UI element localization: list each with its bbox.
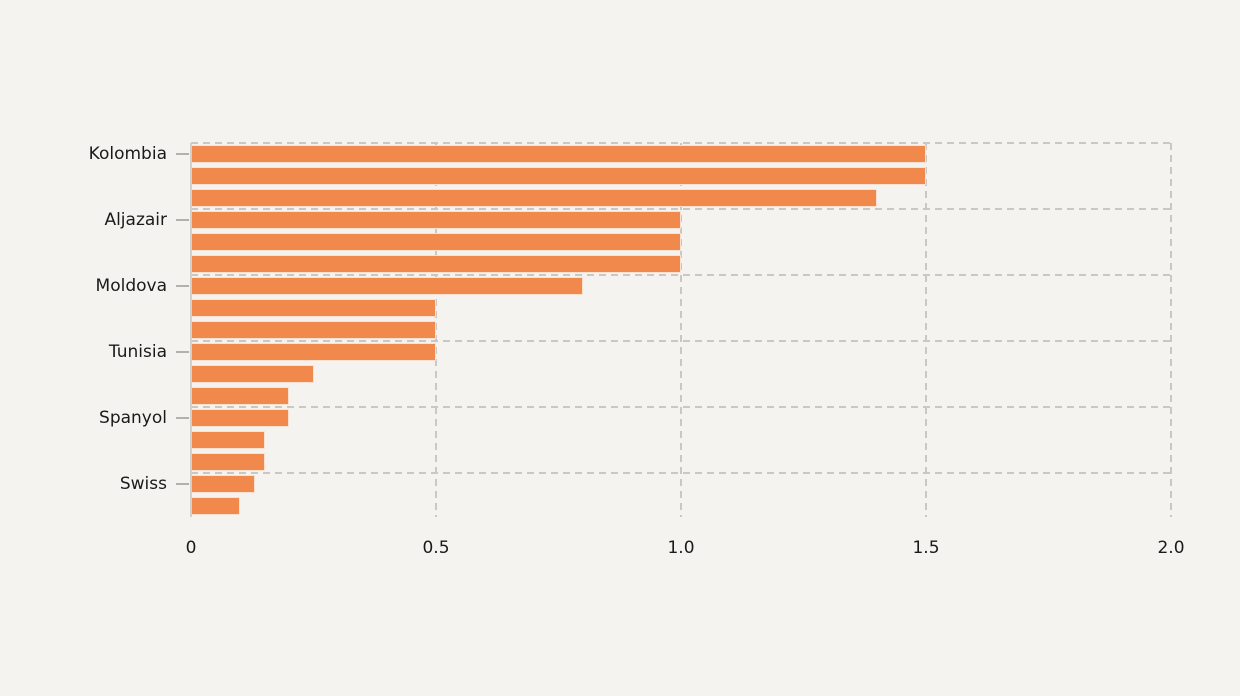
x-tick-label: 0.5 bbox=[422, 538, 450, 558]
y-tick-mark bbox=[176, 285, 189, 287]
x-gridline bbox=[680, 143, 682, 517]
bar bbox=[191, 167, 926, 185]
bar bbox=[191, 145, 926, 163]
y-axis-spine bbox=[190, 143, 192, 517]
y-tick-label: Swiss bbox=[119, 474, 167, 494]
y-tick-label: Tunisia bbox=[108, 342, 167, 362]
y-gridline bbox=[191, 340, 1171, 342]
bar bbox=[191, 277, 583, 295]
y-tick-label: Moldova bbox=[95, 276, 167, 296]
x-gridline bbox=[1170, 143, 1172, 517]
y-gridline bbox=[191, 274, 1171, 276]
y-tick-mark bbox=[176, 219, 189, 221]
y-tick-mark bbox=[176, 483, 189, 485]
bar bbox=[191, 255, 681, 273]
y-gridline bbox=[191, 472, 1171, 474]
bar bbox=[191, 343, 436, 361]
bar bbox=[191, 387, 289, 405]
bar bbox=[191, 431, 265, 449]
x-gridline bbox=[435, 143, 437, 517]
bar bbox=[191, 299, 436, 317]
y-tick-label: Aljazair bbox=[104, 210, 167, 230]
bar bbox=[191, 497, 240, 515]
x-tick-label: 0 bbox=[185, 538, 197, 558]
y-tick-mark bbox=[176, 153, 189, 155]
bar bbox=[191, 453, 265, 471]
y-tick-label: Spanyol bbox=[99, 408, 167, 428]
y-gridline bbox=[191, 208, 1171, 210]
bar bbox=[191, 409, 289, 427]
x-tick-label: 2.0 bbox=[1157, 538, 1185, 558]
bar bbox=[191, 189, 877, 207]
bar bbox=[191, 321, 436, 339]
x-tick-label: 1.0 bbox=[667, 538, 695, 558]
y-gridline bbox=[191, 142, 1171, 144]
bar bbox=[191, 211, 681, 229]
plot-area bbox=[191, 142, 1172, 517]
y-gridline bbox=[191, 406, 1171, 408]
x-gridline bbox=[925, 143, 927, 517]
y-tick-label: Kolombia bbox=[88, 144, 167, 164]
bar bbox=[191, 233, 681, 251]
bar bbox=[191, 475, 255, 493]
y-tick-mark bbox=[176, 351, 189, 353]
bar bbox=[191, 365, 314, 383]
y-tick-mark bbox=[176, 417, 189, 419]
x-tick-label: 1.5 bbox=[912, 538, 940, 558]
